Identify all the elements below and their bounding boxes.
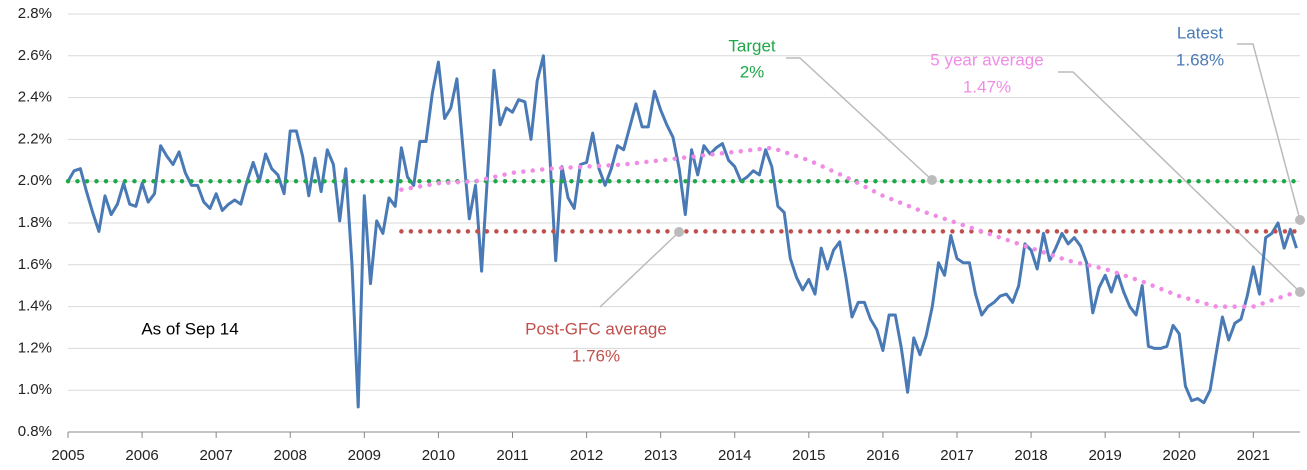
x-tick-label: 2006 — [125, 447, 158, 464]
leader-dot — [1295, 215, 1305, 225]
y-tick-label: 2.0% — [18, 172, 52, 189]
leader-line — [1237, 43, 1301, 221]
y-tick-label: 1.2% — [18, 339, 52, 356]
y-tick-label: 1.8% — [18, 214, 52, 231]
y-tick-label: 1.0% — [18, 381, 52, 398]
annotation: Post-GFC average — [525, 319, 667, 338]
annotation: 1.76% — [572, 346, 620, 365]
annotation: 1.68% — [1176, 50, 1224, 69]
annotation: Latest — [1177, 23, 1224, 42]
leader-line — [1058, 71, 1301, 293]
y-tick-label: 1.6% — [18, 256, 52, 273]
annotation: Target — [728, 36, 776, 55]
x-tick-label: 2010 — [422, 447, 455, 464]
y-tick-label: 1.4% — [18, 298, 52, 315]
x-tick-label: 2015 — [792, 447, 825, 464]
x-tick-label: 2013 — [644, 447, 677, 464]
annotation: As of Sep 14 — [141, 319, 238, 338]
x-tick-label: 2019 — [1088, 447, 1121, 464]
leader-dot — [674, 227, 684, 237]
leader-line — [599, 231, 680, 308]
x-tick-label: 2012 — [570, 447, 603, 464]
x-tick-label: 2016 — [866, 447, 899, 464]
x-tick-label: 2008 — [274, 447, 307, 464]
y-tick-label: 2.2% — [18, 130, 52, 147]
y-tick-label: 2.4% — [18, 89, 52, 106]
annotation: 5 year average — [930, 50, 1043, 69]
x-tick-label: 2018 — [1014, 447, 1047, 464]
x-tick-label: 2005 — [51, 447, 84, 464]
x-tick-label: 2017 — [940, 447, 973, 464]
y-tick-label: 2.6% — [18, 47, 52, 64]
x-tick-label: 2021 — [1237, 447, 1270, 464]
leader-line — [786, 57, 933, 181]
leader-dot — [1295, 287, 1305, 297]
x-tick-label: 2011 — [496, 447, 528, 464]
leader-dot — [927, 175, 937, 185]
y-tick-label: 2.8% — [18, 5, 52, 22]
x-tick-label: 2020 — [1163, 447, 1196, 464]
annotation: 1.47% — [963, 77, 1011, 96]
x-tick-label: 2007 — [199, 447, 232, 464]
leader-lines — [599, 43, 1301, 308]
x-tick-label: 2014 — [718, 447, 751, 464]
reference-line — [399, 145, 1299, 309]
data-line — [66, 54, 1298, 409]
annotation: 2% — [740, 62, 765, 81]
x-tick-label: 2009 — [348, 447, 381, 464]
y-tick-label: 0.8% — [18, 423, 52, 440]
